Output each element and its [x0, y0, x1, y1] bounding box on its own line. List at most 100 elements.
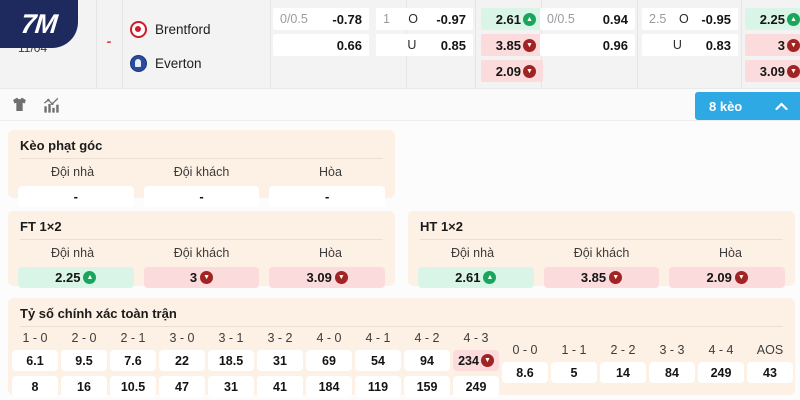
score-odds-cell[interactable]: 31: [257, 350, 303, 371]
x12-odds-cell[interactable]: 3.09 ▼: [745, 60, 800, 82]
column-divider: [270, 0, 271, 88]
score-odds-value: 84: [665, 365, 679, 380]
stats-chart-icon[interactable]: [42, 96, 61, 115]
score-odds-cell[interactable]: 249: [453, 376, 499, 397]
handicap-away-cell[interactable]: 0.96: [540, 34, 635, 56]
under-odds: 0.83: [705, 37, 731, 53]
score-odds-cell[interactable]: 31: [208, 376, 254, 397]
odds-up-icon: ▲: [787, 12, 800, 26]
x12-odds-cell[interactable]: 2.09 ▼: [481, 60, 543, 82]
column-header: Hòa: [719, 246, 742, 260]
score-header: 3 - 1: [218, 331, 244, 345]
odds-cell[interactable]: -: [269, 186, 386, 207]
odds-cell[interactable]: 3 ▼: [143, 267, 260, 288]
column-header: Đội khách: [173, 246, 230, 260]
score-odds-cell[interactable]: 249: [698, 362, 744, 383]
score-odds-cell[interactable]: 8: [12, 376, 58, 397]
column-divider: [741, 0, 742, 88]
over-cell[interactable]: 1 O -0.97: [376, 8, 473, 30]
under-cell[interactable]: U 0.85: [376, 34, 473, 56]
score-odds-cell[interactable]: 41: [257, 376, 303, 397]
home-team-row[interactable]: Brentford: [130, 19, 211, 39]
x12-odds-value: 3.85: [495, 37, 521, 53]
x12-odds-cell[interactable]: 3 ▼: [745, 34, 800, 56]
odds-down-icon: ▼: [609, 271, 623, 284]
x12-odds-cell[interactable]: 2.25 ▲: [745, 8, 800, 30]
odds-cell[interactable]: 3.85 ▼: [543, 267, 660, 288]
score-odds-value: 249: [710, 365, 732, 380]
site-logo-text: 7M: [19, 8, 59, 39]
odds-value: 2.09: [706, 270, 732, 285]
score-odds-cell[interactable]: 234 ▼: [453, 350, 499, 371]
site-logo[interactable]: 7M: [0, 0, 78, 48]
handicap-line: 0/0.5: [280, 12, 308, 26]
score-header: 4 - 0: [316, 331, 342, 345]
score-odds-cell[interactable]: 43: [747, 362, 793, 383]
x12-odds-cell[interactable]: 3.85 ▼: [481, 34, 543, 56]
score-separator: -: [106, 33, 112, 49]
score-odds-cell[interactable]: 14: [600, 362, 646, 383]
score-column: 3 - 0 22 47: [159, 331, 205, 397]
score-odds-cell[interactable]: 7.6: [110, 350, 156, 371]
score-odds-cell[interactable]: 16: [61, 376, 107, 397]
score-odds-cell[interactable]: 5: [551, 362, 597, 383]
score-odds-cell[interactable]: 22: [159, 350, 205, 371]
divider: [20, 239, 383, 240]
handicap-home-cell[interactable]: 0/0.5 -0.78: [273, 8, 369, 30]
score-odds-cell[interactable]: 69: [306, 350, 352, 371]
column-divider: [96, 0, 97, 88]
over-cell[interactable]: 2.5 O -0.95: [642, 8, 738, 30]
odds-cell[interactable]: -: [143, 186, 260, 207]
under-cell[interactable]: U 0.83: [642, 34, 738, 56]
score-header: 3 - 3: [659, 343, 685, 357]
score-header: 4 - 3: [463, 331, 489, 345]
odds-cell[interactable]: 2.25 ▲: [18, 267, 134, 288]
score-odds-value: 8: [31, 379, 39, 394]
score-odds-cell[interactable]: 94: [404, 350, 450, 371]
x12-odds-value: 3: [777, 37, 785, 53]
column-header: Hòa: [319, 246, 342, 260]
total-line: 1: [383, 12, 390, 26]
score-odds-cell[interactable]: 184: [306, 376, 352, 397]
under-label: U: [672, 38, 682, 52]
score-odds-cell[interactable]: 10.5: [110, 376, 156, 397]
draw-score-column: 3 - 3 84: [649, 343, 695, 383]
handicap-away-cell[interactable]: 0.66: [273, 34, 369, 56]
odds-board: 11/04 7M - Brentford Everton 0/0.5 -0.78 0…: [0, 0, 800, 88]
handicap-home-cell[interactable]: 0/0.5 0.94: [540, 8, 635, 30]
odds-up-icon: ▲: [523, 12, 536, 26]
chevron-up-icon: [775, 101, 788, 110]
odds-count-button[interactable]: 8 kèo: [695, 92, 800, 120]
score-odds-cell[interactable]: 84: [649, 362, 695, 383]
odds-cell[interactable]: -: [18, 186, 134, 207]
score-odds-cell[interactable]: 54: [355, 350, 401, 371]
odds-value: -: [325, 189, 330, 204]
odds-cell[interactable]: 2.09 ▼: [669, 267, 786, 288]
score-column: 4 - 1 54 119: [355, 331, 401, 397]
score-odds-cell[interactable]: 9.5: [61, 350, 107, 371]
odds-value: 3: [189, 270, 198, 285]
x12-odds-value: 2.09: [495, 63, 521, 79]
score-odds-cell[interactable]: 6.1: [12, 350, 58, 371]
score-odds-value: 31: [224, 379, 238, 394]
odds-cell[interactable]: 3.09 ▼: [269, 267, 386, 288]
divider: [20, 158, 383, 159]
jersey-icon[interactable]: [10, 96, 29, 115]
odds-value: -: [73, 189, 78, 204]
x12-odds-cell[interactable]: 2.61 ▲: [481, 8, 543, 30]
score-odds-value: 31: [273, 353, 287, 368]
score-odds-cell[interactable]: 47: [159, 376, 205, 397]
odds-cell[interactable]: 2.61 ▲: [418, 267, 534, 288]
away-team-row[interactable]: Everton: [130, 53, 202, 73]
score-odds-value: 234: [458, 353, 479, 368]
score-odds-cell[interactable]: 8.6: [502, 362, 548, 383]
score-header: 2 - 1: [120, 331, 146, 345]
score-odds-cell[interactable]: 119: [355, 376, 401, 397]
over-odds: -0.97: [436, 11, 466, 27]
divider: [420, 239, 783, 240]
score-odds-cell[interactable]: 159: [404, 376, 450, 397]
score-odds-value: 16: [77, 379, 91, 394]
score-odds-cell[interactable]: 18.5: [208, 350, 254, 371]
corner-card-title: Kèo phạt góc: [20, 138, 103, 153]
score-column: 4 - 2 94 159: [404, 331, 450, 397]
